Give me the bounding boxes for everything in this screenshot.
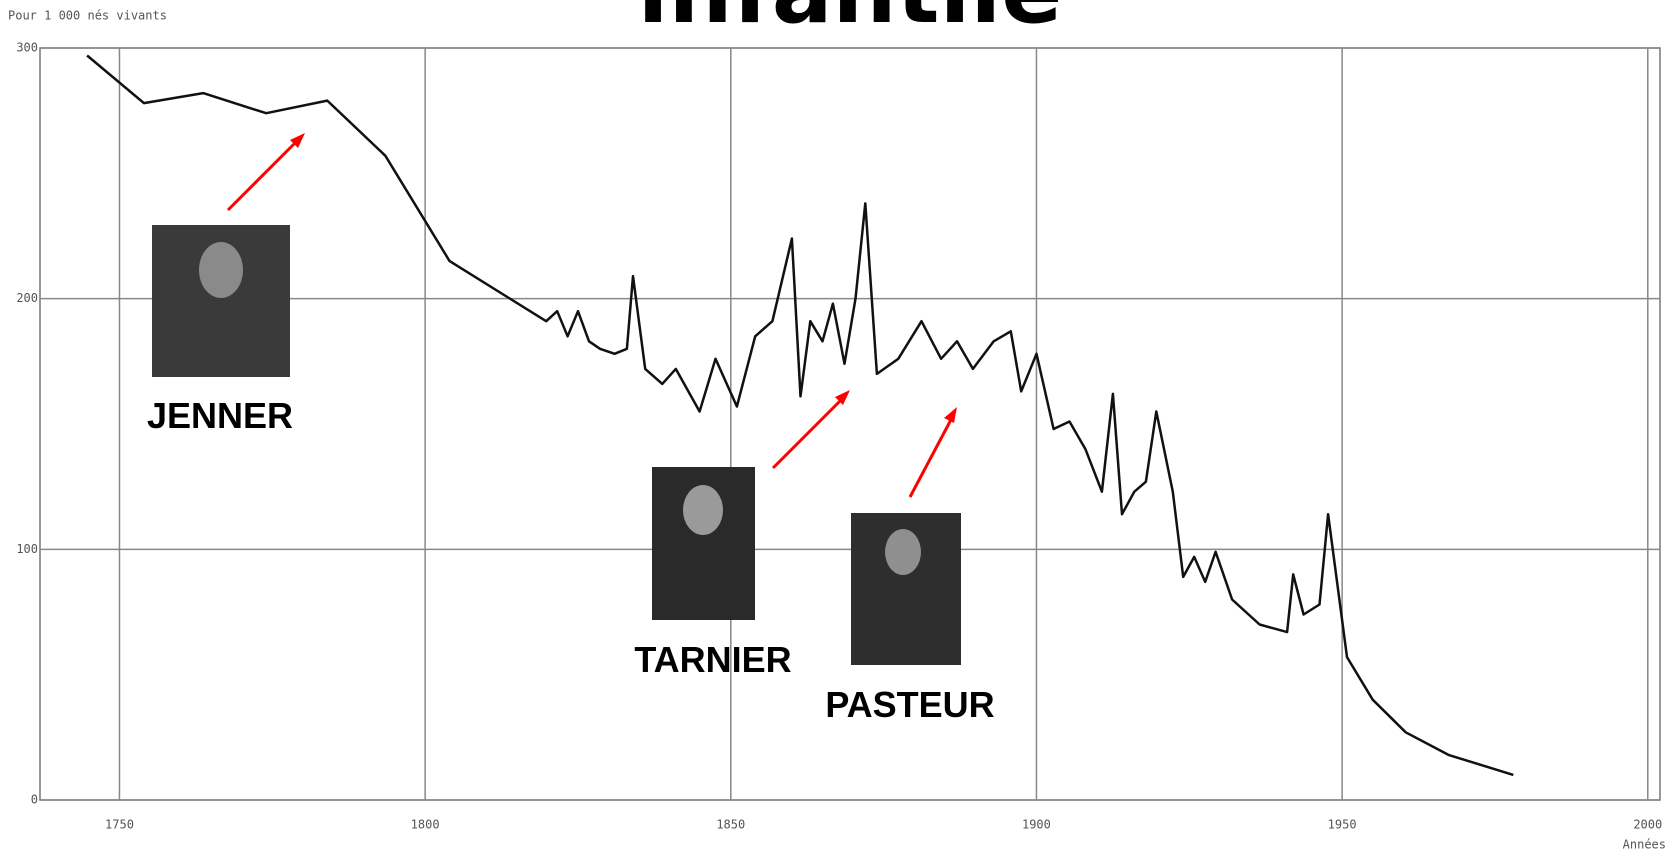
arrowhead [944, 407, 957, 423]
annotation-label: TARNIER [634, 639, 791, 680]
arrow [910, 414, 954, 497]
chart-title: infantile [638, 0, 1063, 44]
data-line [87, 56, 1513, 775]
y-tick-label: 100 [16, 542, 38, 556]
x-tick-label: 1900 [1022, 818, 1051, 832]
arrow [773, 396, 845, 468]
annotation-label: JENNER [147, 395, 293, 436]
x-tick-label: 1950 [1328, 818, 1357, 832]
arrow [228, 138, 300, 210]
x-tick-label: 2000 [1633, 818, 1662, 832]
y-axis-label: Pour 1 000 nés vivants [8, 9, 167, 23]
chart: infantile Pour 1 000 nés vivants Années … [0, 0, 1673, 855]
portrait-face [199, 242, 243, 298]
portrait-face [683, 485, 723, 535]
annotation-label: PASTEUR [825, 684, 994, 725]
y-tick-label: 0 [31, 793, 38, 807]
x-tick-label: 1750 [105, 818, 134, 832]
y-tick-label: 300 [16, 41, 38, 55]
portrait-face [885, 529, 921, 575]
x-axis-label: Années [1623, 838, 1666, 852]
x-tick-label: 1850 [716, 818, 745, 832]
x-tick-label: 1800 [411, 818, 440, 832]
y-tick-label: 200 [16, 291, 38, 305]
